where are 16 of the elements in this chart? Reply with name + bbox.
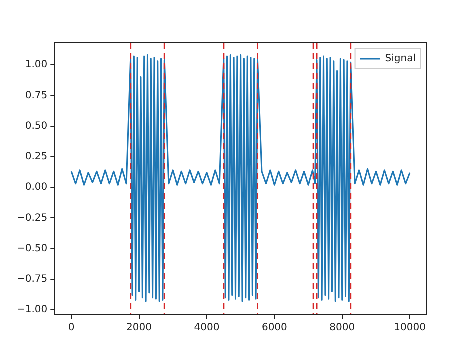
y-tick-label: −0.75 xyxy=(16,274,48,286)
y-tick-label: 0.00 xyxy=(25,182,48,194)
x-tick-label: 10000 xyxy=(394,322,426,334)
legend-label: Signal xyxy=(385,54,416,65)
x-tick-label: 4000 xyxy=(194,322,220,334)
x-tick-label: 2000 xyxy=(126,322,152,334)
x-tick-label: 6000 xyxy=(262,322,288,334)
y-tick-label: −0.50 xyxy=(16,243,48,254)
x-tick-label: 0 xyxy=(68,322,75,334)
y-tick-label: 1.00 xyxy=(25,60,48,71)
y-tick-label: −0.25 xyxy=(16,212,48,224)
y-tick-label: 0.75 xyxy=(25,90,48,102)
y-tick-label: 0.50 xyxy=(25,120,48,132)
x-tick-label: 8000 xyxy=(330,322,356,334)
y-tick-label: −1.00 xyxy=(16,304,48,316)
y-tick-label: 0.25 xyxy=(25,152,48,163)
